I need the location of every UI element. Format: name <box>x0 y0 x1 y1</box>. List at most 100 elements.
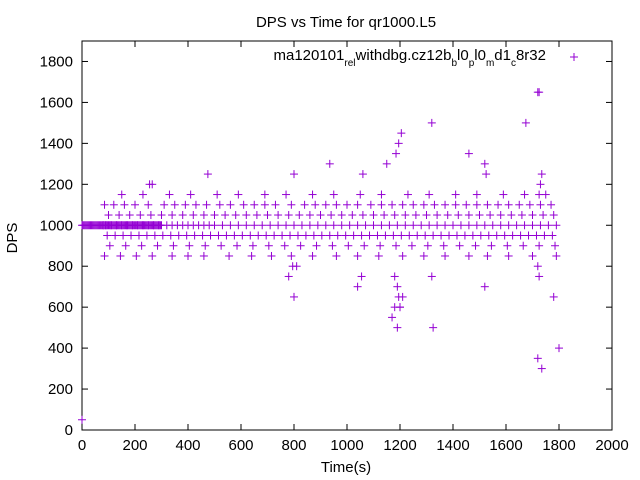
data-point <box>296 241 305 250</box>
data-point <box>270 231 279 240</box>
data-point <box>226 221 235 230</box>
data-point <box>540 231 549 240</box>
data-point <box>214 231 223 240</box>
data-point <box>377 190 386 199</box>
data-point <box>332 200 341 209</box>
data-point <box>226 200 235 209</box>
data-point <box>464 211 473 220</box>
legend-label-part: l0 <box>474 47 486 64</box>
data-point <box>419 200 428 209</box>
data-point <box>105 241 114 250</box>
data-point <box>409 221 418 230</box>
data-point <box>525 200 534 209</box>
legend-label-part: p <box>469 58 475 69</box>
legend-label-part: b <box>451 58 457 69</box>
data-point <box>555 344 563 353</box>
data-point <box>247 251 256 260</box>
data-point <box>488 221 497 230</box>
data-point <box>427 272 436 281</box>
data-point <box>455 241 464 250</box>
data-point <box>250 221 259 230</box>
data-point <box>390 211 399 220</box>
data-point <box>507 211 516 220</box>
data-point <box>131 200 139 209</box>
data-point <box>345 221 354 230</box>
data-point <box>321 221 330 230</box>
data-point <box>482 170 491 179</box>
data-point <box>300 200 309 209</box>
data-point <box>168 251 177 260</box>
legend-label-part: m <box>486 58 494 69</box>
data-point <box>222 231 231 240</box>
data-point <box>301 231 310 240</box>
chart-title: DPS vs Time for qr1000.L5 <box>256 14 436 31</box>
data-point <box>115 211 124 220</box>
data-point <box>403 190 412 199</box>
data-point <box>160 200 169 209</box>
data-point <box>536 200 545 209</box>
data-point <box>537 170 546 179</box>
data-point <box>199 211 208 220</box>
data-point <box>203 170 212 179</box>
data-point <box>138 190 147 199</box>
data-point <box>225 251 234 260</box>
data-point <box>186 190 195 199</box>
legend-label-part: l0 <box>457 47 469 64</box>
y-tick-label: 200 <box>48 381 73 398</box>
data-point <box>111 231 120 240</box>
data-point <box>263 211 272 220</box>
data-point <box>287 251 296 260</box>
data-point <box>189 211 198 220</box>
data-point <box>544 221 553 230</box>
data-point <box>280 241 289 250</box>
data-point <box>374 251 383 260</box>
data-point <box>441 221 450 230</box>
data-point <box>496 211 505 220</box>
data-point <box>215 200 224 209</box>
data-point <box>231 211 240 220</box>
data-point <box>377 200 386 209</box>
data-point <box>349 231 358 240</box>
data-point <box>353 221 362 230</box>
data-point <box>154 221 163 230</box>
data-point <box>157 211 166 220</box>
data-point <box>264 241 273 250</box>
data-point <box>471 241 480 250</box>
x-tick-label: 1200 <box>383 437 416 454</box>
data-point <box>348 211 357 220</box>
data-point <box>536 221 545 230</box>
data-point <box>539 211 548 220</box>
data-point <box>536 180 545 189</box>
data-point <box>121 241 130 250</box>
data-point <box>238 231 247 240</box>
data-point <box>528 211 537 220</box>
data-point <box>246 231 255 240</box>
data-point <box>146 211 155 220</box>
data-point <box>116 251 125 260</box>
y-tick-label: 600 <box>48 299 73 316</box>
data-point <box>549 211 558 220</box>
data-point <box>421 231 430 240</box>
data-point <box>191 200 200 209</box>
data-point <box>401 211 410 220</box>
data-point <box>373 231 382 240</box>
data-point <box>483 251 492 260</box>
data-point <box>524 231 533 240</box>
data-point <box>274 221 283 230</box>
data-point <box>360 241 369 250</box>
x-axis-label: Time(s) <box>321 459 371 476</box>
data-point <box>278 231 287 240</box>
data-point <box>185 241 194 250</box>
data-point <box>353 251 362 260</box>
data-point <box>316 211 325 220</box>
data-point <box>267 251 276 260</box>
data-point <box>353 282 362 291</box>
data-point <box>327 211 336 220</box>
data-point <box>381 231 390 240</box>
data-point <box>425 190 434 199</box>
data-point <box>292 262 301 271</box>
data-point <box>535 88 544 97</box>
data-point <box>344 241 353 250</box>
data-point <box>480 221 489 230</box>
